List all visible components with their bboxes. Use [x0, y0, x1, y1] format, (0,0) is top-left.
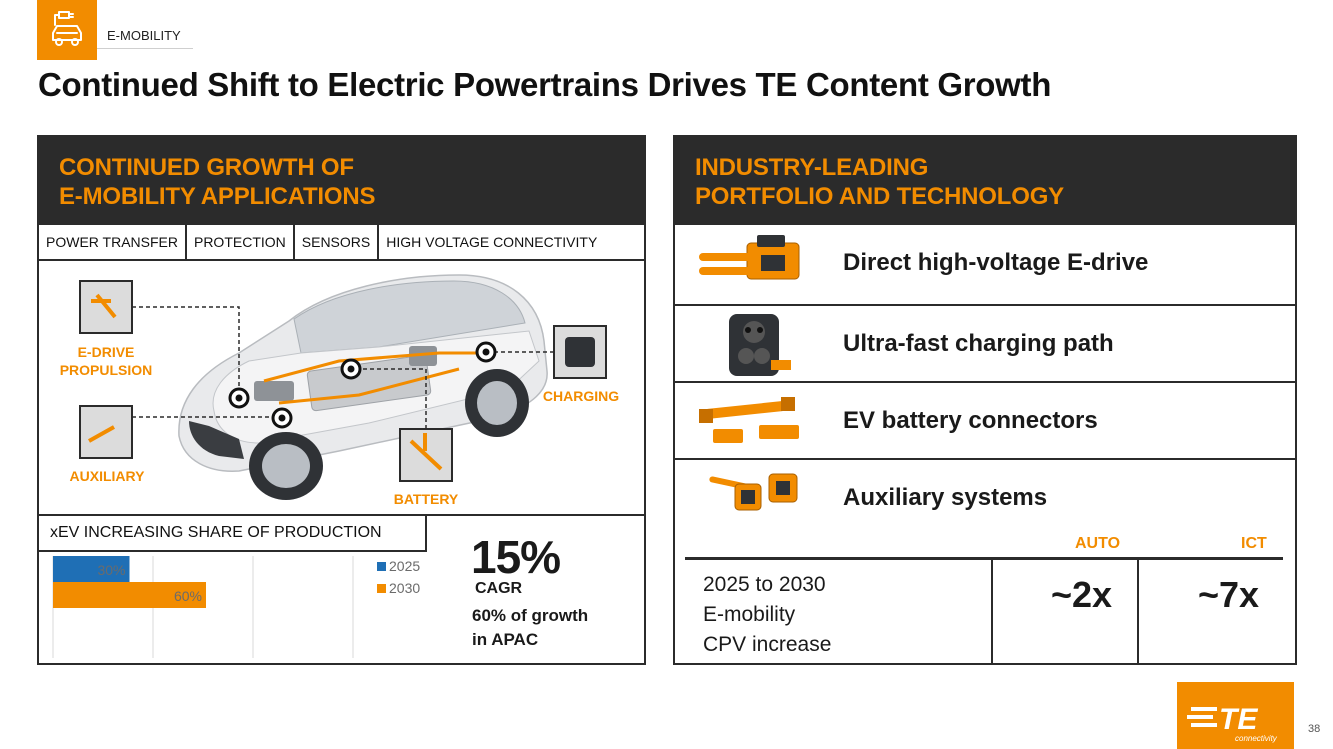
apac-note-line2: in APAC [472, 630, 539, 649]
auxiliary-callout-box [79, 405, 133, 459]
portfolio-item-label: Direct high-voltage E-drive [843, 249, 1149, 276]
legend-swatch [377, 562, 386, 571]
applications-heading-line1: CONTINUED GROWTH OF [59, 154, 354, 181]
apac-growth-note: 60% of growth in APAC [472, 604, 632, 652]
portfolio-item-label: Ultra-fast charging path [843, 330, 1114, 357]
portfolio-panel: INDUSTRY-LEADING PORTFOLIO AND TECHNOLOG… [673, 135, 1297, 665]
portfolio-panel-header: INDUSTRY-LEADING PORTFOLIO AND TECHNOLOG… [675, 137, 1295, 225]
cpv-auto-value: ~2x [1051, 574, 1113, 615]
production-share-chart: 30% 2025 60% 2030 [52, 556, 420, 658]
cpv-separator [1137, 560, 1139, 665]
cagr-value: 15% [471, 531, 561, 583]
portfolio-item: Direct high-voltage E-drive [675, 225, 1295, 302]
legend-label: 2025 [389, 558, 420, 574]
section-rule [97, 48, 193, 49]
chart-title: xEV INCREASING SHARE OF PRODUCTION [39, 516, 427, 552]
portfolio-item-label: Auxiliary systems [843, 484, 1048, 511]
cpv-col-ict: ICT [1241, 535, 1267, 552]
page-number: 38 [1308, 723, 1321, 735]
electric-car-plug-icon [52, 11, 82, 46]
legend-label: 2030 [389, 580, 420, 596]
applications-panel: CONTINUED GROWTH OF E-MOBILITY APPLICATI… [37, 135, 646, 665]
page-title: Continued Shift to Electric Powertrains … [38, 66, 1052, 103]
bar-2030 [53, 582, 206, 608]
cpv-description: 2025 to 2030 E-mobility CPV increase [685, 560, 993, 665]
cpv-col-auto: AUTO [1075, 535, 1121, 552]
cpv-desc-line3: CPV increase [703, 633, 832, 656]
production-share-section: xEV INCREASING SHARE OF PRODUCTION 30% 20… [39, 514, 644, 663]
application-tabs: POWER TRANSFER PROTECTION SENSORS HIGH V… [39, 225, 644, 261]
car-body [178, 274, 548, 500]
battery-label: BATTERY [393, 491, 459, 507]
portfolio-heading-line2: PORTFOLIO AND TECHNOLOGY [695, 183, 1064, 210]
charging-label: CHARGING [542, 388, 620, 404]
bar-value-label: 60% [174, 588, 202, 604]
applications-panel-header: CONTINUED GROWTH OF E-MOBILITY APPLICATI… [39, 137, 644, 225]
battery-connector-icon [699, 397, 799, 443]
portfolio-item-label: EV battery connectors [843, 407, 1098, 434]
auxiliary-connector-icon [709, 473, 798, 511]
portfolio-item: Auxiliary systems [675, 458, 1295, 535]
edrive-label-line2: PROPULSION [59, 362, 153, 378]
cpv-table: 2025 to 2030 E-mobility CPV increase ~2x… [685, 557, 1283, 665]
hv-connector-icon [699, 235, 800, 280]
battery-callout-box [399, 428, 453, 482]
vehicle-diagram: E-DRIVE PROPULSION AUXILIARY BATTERY CHA… [39, 261, 644, 515]
tab-protection: PROTECTION [186, 225, 295, 259]
applications-heading: CONTINUED GROWTH OF E-MOBILITY APPLICATI… [59, 153, 375, 211]
car-illustration [79, 274, 607, 500]
applications-heading-line2: E-MOBILITY APPLICATIONS [59, 183, 376, 210]
tab-sensors: SENSORS [294, 225, 380, 259]
cpv-desc-line1: 2025 to 2030 [703, 573, 826, 596]
bar-2025 [53, 556, 130, 582]
section-badge [37, 0, 97, 60]
cpv-desc-line2: E-mobility [703, 603, 796, 626]
portfolio-item: Ultra-fast charging path [675, 304, 1295, 381]
apac-note-line1: 60% of growth [472, 606, 589, 625]
portfolio-heading: INDUSTRY-LEADING PORTFOLIO AND TECHNOLOG… [695, 153, 1064, 211]
cpv-ict-value: ~7x [1198, 574, 1260, 615]
te-logo: TE connectivity [1177, 682, 1294, 749]
edrive-callout-box [79, 280, 133, 334]
charging-callout-box [553, 325, 607, 379]
bar-value-label: 30% [97, 562, 125, 578]
edrive-label-line1: E-DRIVE [77, 344, 135, 360]
section-label: E-MOBILITY [107, 28, 181, 43]
portfolio-heading-line1: INDUSTRY-LEADING [695, 154, 929, 181]
tab-high-voltage-connectivity: HIGH VOLTAGE CONNECTIVITY [379, 225, 644, 259]
portfolio-item: EV battery connectors [675, 381, 1295, 458]
auxiliary-label: AUXILIARY [69, 468, 145, 484]
legend-swatch [377, 584, 386, 593]
edrive-propulsion-label: E-DRIVE PROPULSION [51, 343, 161, 379]
tab-power-transfer: POWER TRANSFER [39, 225, 187, 259]
te-logo-text: TE [1219, 703, 1258, 736]
te-logo-subtext: connectivity [1235, 734, 1278, 743]
charging-inlet-icon [729, 314, 791, 376]
cagr-label: CAGR [475, 580, 523, 597]
